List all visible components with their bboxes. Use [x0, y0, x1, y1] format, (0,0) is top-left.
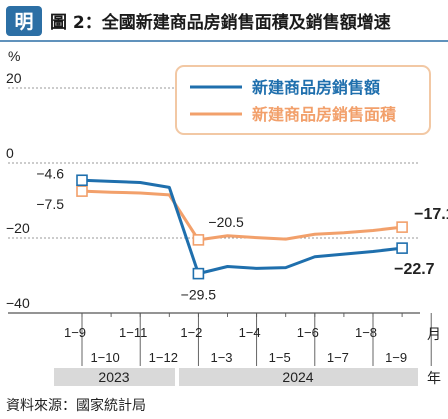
legend-box [175, 65, 431, 135]
data-labels: −4.6 −7.5 −29.5 −20.5 −17.1 −22.7 [36, 165, 448, 302]
x-tick-label-lower: 1−12 [149, 350, 178, 365]
data-point-marker [192, 234, 205, 246]
y-tick-label: 0 [6, 145, 14, 161]
x-tick-label-lower: 1−7 [327, 350, 349, 365]
data-label-area-last: −17.1 [414, 206, 448, 223]
data-point-marker [396, 221, 408, 233]
data-label-sales-first: −4.6 [36, 165, 64, 181]
data-point-marker [396, 242, 408, 254]
logo-badge [6, 6, 42, 36]
x-tick-label-upper: 1−11 [119, 325, 147, 340]
chart-title: 圖 2：全國新建商品房銷售面積及銷售額增速 [50, 12, 391, 33]
plot-area [76, 174, 408, 280]
series-line-sales [81, 178, 403, 276]
y-tick-label: 20 [6, 70, 22, 86]
data-label-sales-min: −29.5 [181, 287, 217, 303]
data-label-area-first: −7.5 [36, 196, 64, 212]
y-axis-unit: % [8, 48, 20, 64]
x-tick-label-lower: 1−9 [385, 350, 407, 365]
x-tick-label-lower: 1−5 [269, 350, 291, 365]
x-tick-label-lower: 1−3 [210, 350, 232, 365]
legend-label-area: 新建商品房銷售面積 [252, 105, 397, 124]
y-tick-label: −20 [6, 220, 30, 236]
header: 明 圖 2：全國新建商品房銷售面積及銷售額增速 [0, 6, 448, 42]
year-label-2024: 2024 [282, 369, 313, 385]
data-point-marker [192, 267, 205, 280]
y-tick-label: −40 [6, 295, 30, 311]
x-tick-label-lower: 1−10 [90, 350, 119, 365]
data-point-marker [76, 185, 88, 197]
logo-text: 明 [14, 11, 33, 33]
x-tick-label-upper: 1−9 [64, 325, 86, 340]
data-label-sales-last: −22.7 [394, 261, 435, 278]
legend: 新建商品房銷售額 新建商品房銷售面積 [175, 65, 431, 135]
x-tick-label-upper: 1−2 [180, 325, 202, 340]
x-tick-label-upper: 1−6 [297, 325, 319, 340]
series-line-area [81, 189, 403, 242]
y-axis: 20 0 −20 −40 [6, 70, 30, 311]
legend-label-sales: 新建商品房銷售額 [252, 78, 380, 97]
year-label-2023: 2023 [98, 369, 129, 385]
data-point-marker [76, 174, 88, 187]
source-note: 資料來源：國家統計局 [6, 398, 146, 414]
x-tick-label-upper: 1−8 [355, 325, 377, 340]
year-unit: 年 [427, 370, 441, 386]
x-tick-label-upper: 1−4 [239, 325, 261, 340]
data-label-area-min: −20.5 [208, 214, 244, 230]
year-band-2024 [179, 368, 418, 386]
x-axis: 1−9 1−11 1−2 1−4 1−6 1−8 1−10 1−12 1−3 1−5 1−7 1−9 2… [54, 313, 432, 386]
year-band-2023 [54, 368, 175, 386]
x-axis-unit: 月 [427, 326, 441, 342]
